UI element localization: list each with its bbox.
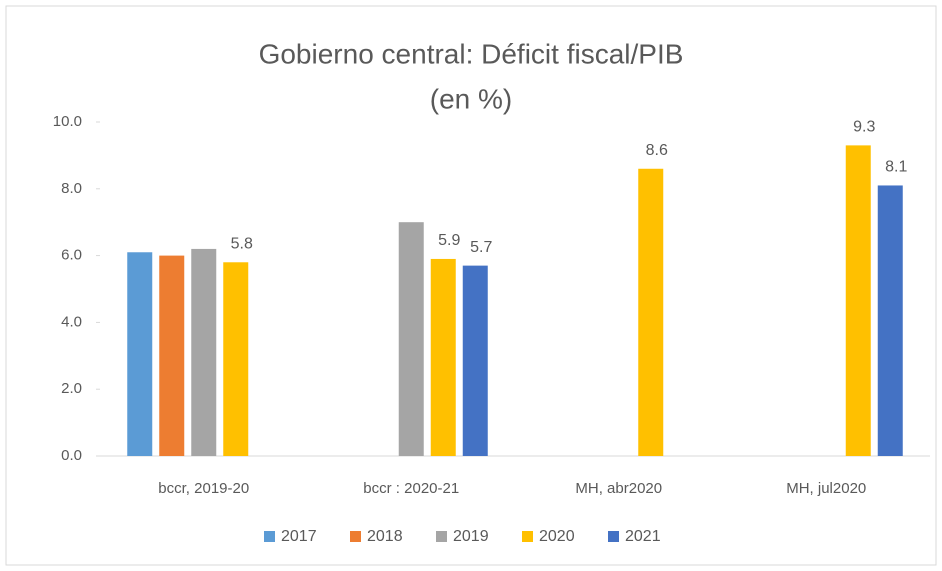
legend-swatch xyxy=(264,531,275,542)
bar xyxy=(159,255,185,456)
legend-swatch xyxy=(608,531,619,542)
bar xyxy=(430,258,456,456)
legend-label: 2017 xyxy=(281,528,317,545)
legend-label: 2021 xyxy=(625,528,661,545)
y-tick-label: 10.0 xyxy=(53,113,82,130)
y-tick-label: 8.0 xyxy=(61,180,82,197)
chart-subtitle: (en %) xyxy=(430,83,512,114)
chart-title: Gobierno central: Déficit fiscal/PIB xyxy=(259,38,684,69)
x-tick-label: bccr, 2019-20 xyxy=(158,480,249,497)
y-tick-label: 4.0 xyxy=(61,313,82,330)
bar xyxy=(127,252,153,456)
bar xyxy=(398,222,424,456)
bar xyxy=(845,145,871,456)
data-label: 8.6 xyxy=(646,142,668,159)
x-tick-label: MH, abr2020 xyxy=(575,480,662,497)
bar xyxy=(223,262,249,456)
y-tick-label: 6.0 xyxy=(61,247,82,264)
legend-label: 2019 xyxy=(453,528,489,545)
data-label: 5.9 xyxy=(438,232,460,249)
y-tick-label: 2.0 xyxy=(61,380,82,397)
bar xyxy=(191,248,217,456)
bar xyxy=(638,168,664,456)
data-label: 5.8 xyxy=(231,235,253,252)
x-tick-label: bccr : 2020-21 xyxy=(363,480,459,497)
legend-label: 2020 xyxy=(539,528,575,545)
x-tick-label: MH, jul2020 xyxy=(786,480,866,497)
legend-swatch xyxy=(522,531,533,542)
data-label: 5.7 xyxy=(470,239,492,256)
data-label: 8.1 xyxy=(885,159,907,176)
bar xyxy=(462,265,488,456)
legend-label: 2018 xyxy=(367,528,403,545)
legend-swatch xyxy=(436,531,447,542)
y-tick-label: 0.0 xyxy=(61,447,82,464)
bar xyxy=(877,185,903,456)
legend-swatch xyxy=(350,531,361,542)
data-label: 9.3 xyxy=(853,119,875,136)
